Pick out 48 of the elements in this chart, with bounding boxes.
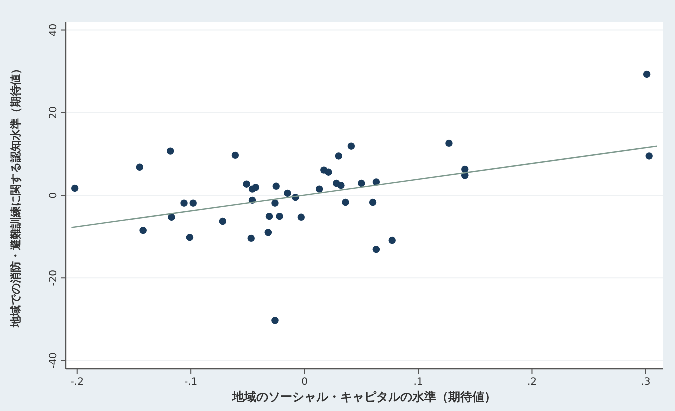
point [272, 200, 279, 207]
x-tick-label: .3 [641, 377, 651, 388]
point [446, 140, 453, 148]
y-tick-label: 20 [48, 106, 60, 120]
point [190, 200, 197, 207]
point [264, 229, 272, 236]
point [167, 148, 174, 155]
point [325, 168, 332, 176]
point [316, 186, 324, 193]
point [646, 152, 653, 160]
y-tick-label: -40 [48, 352, 60, 369]
point [140, 227, 147, 234]
point [335, 152, 343, 160]
point [372, 246, 380, 254]
point [272, 317, 279, 324]
point [186, 234, 194, 242]
point [342, 198, 350, 206]
point [388, 236, 396, 244]
point [252, 184, 260, 192]
point [369, 198, 377, 206]
y-tick-label: -20 [48, 270, 60, 286]
x-tick-label: -.2 [70, 377, 84, 388]
point [266, 212, 274, 220]
point [348, 142, 356, 150]
x-tick-label: .1 [414, 377, 424, 388]
x-tick-label: -.1 [184, 377, 198, 388]
x-tick-label: .2 [527, 377, 537, 388]
point [232, 152, 240, 160]
point [136, 164, 144, 172]
point [358, 180, 366, 188]
point [180, 200, 188, 207]
x-tick-label: 0 [302, 377, 308, 388]
point [284, 190, 292, 198]
point [71, 184, 79, 192]
y-tick-label: 0 [48, 192, 60, 199]
point [168, 214, 176, 221]
point [462, 166, 469, 174]
point [272, 182, 280, 190]
point [243, 180, 250, 188]
x-axis-title: 地域のソーシャル・キャピタルの水準（期待値） [232, 390, 496, 404]
point [248, 234, 255, 242]
point [643, 70, 651, 78]
point [298, 214, 305, 221]
y-axis-title: 地域での消防・避難訓練に関する認知水準（期待値） [10, 64, 22, 328]
y-tick-label: 40 [48, 24, 60, 37]
point [338, 182, 345, 190]
point [219, 218, 227, 226]
point [276, 212, 284, 220]
